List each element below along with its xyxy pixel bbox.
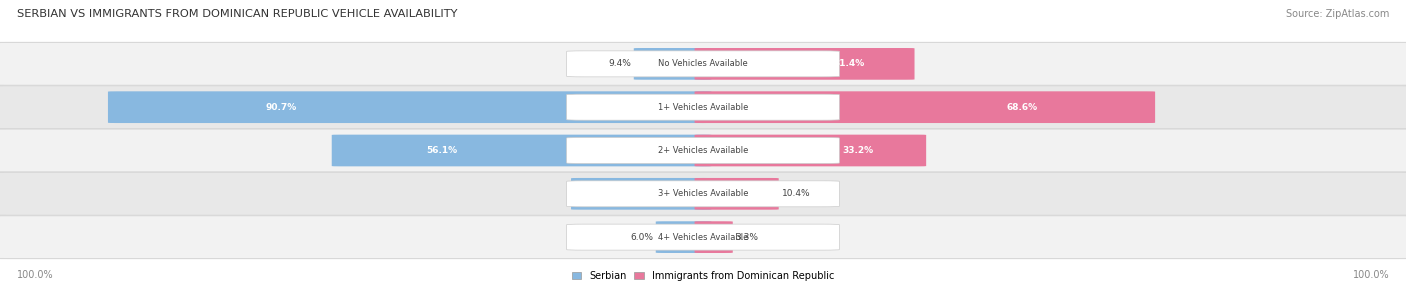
FancyBboxPatch shape: [332, 135, 711, 166]
Text: 2+ Vehicles Available: 2+ Vehicles Available: [658, 146, 748, 155]
FancyBboxPatch shape: [567, 138, 839, 164]
FancyBboxPatch shape: [567, 51, 839, 77]
FancyBboxPatch shape: [571, 178, 711, 210]
FancyBboxPatch shape: [0, 216, 1406, 259]
FancyBboxPatch shape: [567, 181, 839, 207]
FancyBboxPatch shape: [695, 91, 1156, 123]
FancyBboxPatch shape: [695, 135, 927, 166]
Text: 3.3%: 3.3%: [735, 233, 759, 242]
FancyBboxPatch shape: [655, 221, 711, 253]
FancyBboxPatch shape: [0, 172, 1406, 215]
Text: 33.2%: 33.2%: [842, 146, 873, 155]
Text: 100.0%: 100.0%: [1353, 270, 1389, 279]
FancyBboxPatch shape: [567, 224, 839, 250]
FancyBboxPatch shape: [695, 221, 733, 253]
Text: 3+ Vehicles Available: 3+ Vehicles Available: [658, 189, 748, 198]
Text: 56.1%: 56.1%: [426, 146, 457, 155]
Text: 10.4%: 10.4%: [782, 189, 810, 198]
FancyBboxPatch shape: [0, 86, 1406, 129]
Text: No Vehicles Available: No Vehicles Available: [658, 59, 748, 68]
Text: 9.4%: 9.4%: [607, 59, 631, 68]
Text: 6.0%: 6.0%: [630, 233, 652, 242]
Text: 4+ Vehicles Available: 4+ Vehicles Available: [658, 233, 748, 242]
FancyBboxPatch shape: [695, 178, 779, 210]
Text: 1+ Vehicles Available: 1+ Vehicles Available: [658, 103, 748, 112]
FancyBboxPatch shape: [0, 42, 1406, 85]
FancyBboxPatch shape: [634, 48, 711, 80]
FancyBboxPatch shape: [567, 94, 839, 120]
Legend: Serbian, Immigrants from Dominican Republic: Serbian, Immigrants from Dominican Repub…: [572, 271, 834, 281]
Text: Source: ZipAtlas.com: Source: ZipAtlas.com: [1285, 9, 1389, 19]
Text: 31.4%: 31.4%: [834, 59, 865, 68]
Text: SERBIAN VS IMMIGRANTS FROM DOMINICAN REPUBLIC VEHICLE AVAILABILITY: SERBIAN VS IMMIGRANTS FROM DOMINICAN REP…: [17, 9, 457, 19]
FancyBboxPatch shape: [0, 129, 1406, 172]
FancyBboxPatch shape: [695, 48, 914, 80]
Text: 68.6%: 68.6%: [1007, 103, 1038, 112]
FancyBboxPatch shape: [108, 91, 711, 123]
Text: 100.0%: 100.0%: [17, 270, 53, 279]
Text: 19.1%: 19.1%: [599, 189, 630, 198]
Text: 90.7%: 90.7%: [264, 103, 297, 112]
